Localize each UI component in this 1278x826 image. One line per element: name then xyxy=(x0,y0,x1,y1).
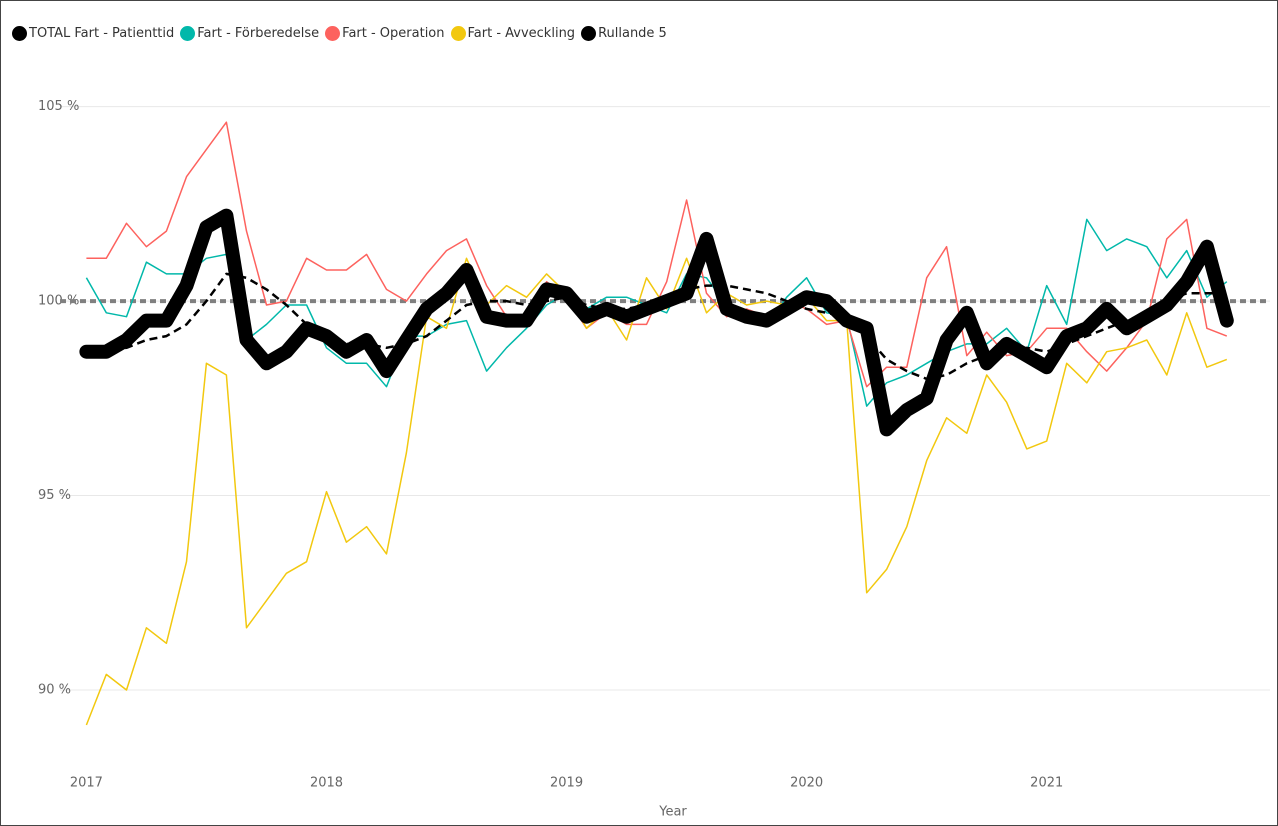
x-tick-label: 2018 xyxy=(310,776,343,791)
series-line xyxy=(85,257,1228,726)
legend-label: Fart - Avveckling xyxy=(467,26,576,41)
x-tick-label: 2017 xyxy=(70,776,103,791)
legend-swatch xyxy=(581,26,597,41)
series-line xyxy=(79,208,1234,437)
y-tick-label: 95 % xyxy=(38,488,71,503)
legend-swatch xyxy=(180,26,196,41)
legend: TOTAL Fart - Patienttid Fart - Förberedel… xyxy=(12,26,667,41)
x-tick-label: 2021 xyxy=(1030,776,1063,791)
legend-item[interactable]: TOTAL Fart - Patienttid xyxy=(12,26,174,41)
legend-label: Fart - Operation xyxy=(342,26,445,41)
legend-label: TOTAL Fart - Patienttid xyxy=(29,26,175,41)
legend-label: Rullande 5 xyxy=(598,26,667,41)
legend-swatch xyxy=(450,26,466,41)
legend-swatch xyxy=(325,26,341,41)
y-tick-label: 90 % xyxy=(38,683,71,698)
legend-item[interactable]: Fart - Operation xyxy=(325,26,445,41)
series-line xyxy=(85,218,1228,407)
y-tick-label: 100 % xyxy=(38,294,79,309)
x-axis-label: Year xyxy=(658,805,687,820)
legend-swatch xyxy=(12,26,27,41)
legend-item[interactable]: Fart - Förberedelse xyxy=(180,26,319,41)
legend-label: Fart - Förberedelse xyxy=(197,26,320,41)
y-tick-label: 105 % xyxy=(38,99,79,114)
legend-item[interactable]: Fart - Avveckling xyxy=(450,26,576,41)
x-tick-label: 2019 xyxy=(550,776,583,791)
legend-item[interactable]: Rullande 5 xyxy=(581,26,667,41)
x-tick-label: 2020 xyxy=(790,776,823,791)
